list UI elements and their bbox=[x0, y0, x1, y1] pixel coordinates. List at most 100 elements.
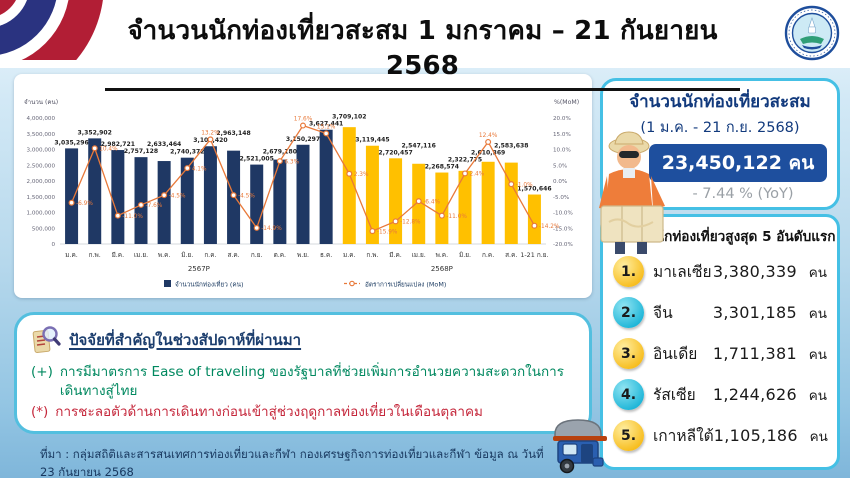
svg-text:4,000,000: 4,000,000 bbox=[27, 116, 56, 122]
svg-text:3,352,902: 3,352,902 bbox=[78, 129, 112, 136]
svg-text:-11.0%: -11.0% bbox=[122, 214, 143, 220]
total-card-title: จำนวนนักท่องเที่ยวสะสม bbox=[629, 92, 811, 112]
country-name: รัสเซีย bbox=[653, 386, 696, 404]
svg-text:-15.0%: -15.0% bbox=[553, 226, 573, 232]
svg-text:ม.ค.: ม.ค. bbox=[65, 251, 78, 259]
monthly-arrivals-chart: จำนวน (คน) %(MoM) 4,000,000 3,500,000 3,000,… bbox=[24, 99, 579, 289]
source-note: ที่มา : กลุ่มสถิติและสารสนเทศการท่องเที่… bbox=[40, 447, 544, 478]
svg-text:2,610,369: 2,610,369 bbox=[471, 150, 505, 157]
svg-text:-14.2%: -14.2% bbox=[539, 224, 560, 230]
svg-text:4.1%: 4.1% bbox=[192, 166, 207, 172]
factor-text: การชะลอตัวด้านการเดินทางก่อนเข้าสู่ช่วงฤ… bbox=[55, 403, 483, 420]
svg-text:2,583,638: 2,583,638 bbox=[494, 143, 528, 150]
svg-text:1,500,000: 1,500,000 bbox=[27, 195, 56, 201]
svg-text:2,633,464: 2,633,464 bbox=[147, 141, 181, 148]
svg-text:2,982,721: 2,982,721 bbox=[101, 141, 135, 148]
svg-text:12.4%: 12.4% bbox=[479, 133, 498, 139]
svg-text:-4.5%: -4.5% bbox=[169, 193, 186, 199]
unit-label: คน bbox=[808, 387, 827, 404]
svg-text:มิ.ย.: มิ.ย. bbox=[181, 251, 193, 259]
tourist-illustration-icon bbox=[599, 131, 665, 254]
country-value: 1,105,186 bbox=[713, 426, 798, 445]
rank-badge: 5. bbox=[613, 420, 644, 451]
svg-text:อัตราการเปลี่ยนแปลง (MoM): อัตราการเปลี่ยนแปลง (MoM) bbox=[365, 280, 446, 289]
top5-title: จำนวนนักท่องเที่ยวสูงสุด 5 อันดับแรก bbox=[613, 229, 836, 245]
svg-text:-1.0%: -1.0% bbox=[516, 182, 533, 188]
svg-text:2,521,005: 2,521,005 bbox=[240, 156, 274, 163]
country-name: อินเดีย bbox=[653, 345, 698, 363]
tuktuk-icon bbox=[553, 419, 607, 474]
svg-text:ก.พ.: ก.พ. bbox=[366, 251, 378, 259]
unit-label: คน bbox=[809, 428, 828, 445]
monthly-arrivals-chart-card: จำนวน (คน) %(MoM) 4,000,000 3,500,000 3,000,… bbox=[14, 74, 592, 298]
weekly-factors-card: ปัจจัยที่สำคัญในช่วงสัปดาห์ที่ผ่านมา (+)… bbox=[14, 312, 592, 434]
svg-text:10.4%: 10.4% bbox=[99, 146, 118, 152]
svg-text:ส.ค.: ส.ค. bbox=[227, 251, 239, 259]
svg-text:-20.0%: -20.0% bbox=[553, 242, 573, 248]
rank-badge: 2. bbox=[613, 297, 644, 328]
page-title: จำนวนนักท่องเที่ยวสะสม 1 มกราคม – 21 กัน… bbox=[105, 10, 740, 91]
ministry-seal-icon bbox=[784, 5, 840, 61]
svg-text:มี.ค.: มี.ค. bbox=[112, 251, 125, 259]
country-value: 3,301,185 bbox=[712, 303, 797, 322]
factor-text: การมีมาตรการ Ease of traveling ของรัฐบาล… bbox=[59, 364, 564, 399]
svg-text:2567P: 2567P bbox=[188, 265, 210, 273]
country-value: 3,380,339 bbox=[712, 262, 797, 281]
svg-text:3,709,102: 3,709,102 bbox=[332, 114, 366, 121]
svg-text:2,500,000: 2,500,000 bbox=[27, 163, 56, 169]
svg-text:2,679,180: 2,679,180 bbox=[263, 149, 297, 156]
svg-text:จำนวนนักท่องเที่ยว (คน): จำนวนนักท่องเที่ยว (คน) bbox=[175, 280, 243, 289]
svg-text:3,035,296: 3,035,296 bbox=[54, 139, 88, 146]
country-name: มาเลเซีย bbox=[653, 263, 712, 281]
svg-text:พ.ค.: พ.ค. bbox=[158, 251, 171, 259]
svg-text:ต.ค.: ต.ค. bbox=[274, 251, 287, 259]
svg-text:5.0%: 5.0% bbox=[553, 163, 567, 169]
svg-text:ก.พ.: ก.พ. bbox=[89, 251, 101, 259]
top5-row-russia: 4. รัสเซีย 1,244,626 คน bbox=[613, 374, 827, 415]
svg-text:20.0%: 20.0% bbox=[553, 116, 571, 122]
svg-text:2568P: 2568P bbox=[431, 265, 453, 273]
svg-text:17.6%: 17.6% bbox=[294, 117, 313, 123]
svg-text:2.3%: 2.3% bbox=[354, 172, 369, 178]
country-value: 1,711,381 bbox=[712, 344, 797, 363]
top5-countries-card: จำนวนนักท่องเที่ยวสูงสุด 5 อันดับแรก 1. … bbox=[600, 214, 840, 470]
unit-label: คน bbox=[808, 264, 827, 281]
factor-item-negative: (*) การชะลอตัวด้านการเดินทางก่อนเข้าสู่ช… bbox=[31, 403, 573, 422]
rank-badge: 3. bbox=[613, 338, 644, 369]
svg-text:%(MoM): %(MoM) bbox=[554, 99, 579, 106]
svg-text:-6.9%: -6.9% bbox=[76, 201, 93, 207]
thai-flag-ribbon-icon bbox=[0, 0, 140, 68]
rank-badge: 4. bbox=[613, 379, 644, 410]
svg-text:ก.ค.: ก.ค. bbox=[204, 251, 216, 259]
svg-text:-7.6%: -7.6% bbox=[146, 203, 163, 209]
rank-badge: 1. bbox=[613, 256, 644, 287]
svg-text:เม.ย.: เม.ย. bbox=[412, 251, 426, 259]
svg-text:ก.ค.: ก.ค. bbox=[482, 251, 494, 259]
svg-text:2,000,000: 2,000,000 bbox=[27, 179, 56, 185]
top5-row-southkorea: 5. เกาหลีใต้ 1,105,186 คน bbox=[613, 415, 828, 456]
unit-label: คน bbox=[808, 305, 827, 322]
svg-text:15.1%: 15.1% bbox=[317, 124, 336, 130]
svg-text:2,740,372: 2,740,372 bbox=[170, 149, 204, 156]
country-name: เกาหลีใต้ bbox=[653, 427, 714, 445]
total-value-banner: 23,450,122 คน bbox=[649, 144, 827, 182]
factor-item-positive: (+) การมีมาตรการ Ease of traveling ของรั… bbox=[31, 363, 573, 401]
svg-text:มิ.ย.: มิ.ย. bbox=[459, 251, 471, 259]
svg-text:มี.ค.: มี.ค. bbox=[389, 251, 402, 259]
svg-text:2,322,775: 2,322,775 bbox=[448, 157, 482, 164]
svg-text:2,757,128: 2,757,128 bbox=[124, 148, 158, 155]
svg-text:เม.ย.: เม.ย. bbox=[134, 251, 148, 259]
svg-text:2,720,457: 2,720,457 bbox=[378, 149, 412, 156]
svg-text:2,547,116: 2,547,116 bbox=[402, 142, 436, 149]
svg-text:ม.ค.: ม.ค. bbox=[343, 251, 356, 259]
svg-text:-4.5%: -4.5% bbox=[238, 193, 255, 199]
svg-text:-14.9%: -14.9% bbox=[261, 226, 282, 232]
svg-text:-11.0%: -11.0% bbox=[446, 214, 467, 220]
top5-row-malaysia: 1. มาเลเซีย 3,380,339 คน bbox=[613, 251, 827, 292]
svg-text:ส.ค.: ส.ค. bbox=[505, 251, 517, 259]
svg-text:พ.ค.: พ.ค. bbox=[436, 251, 449, 259]
svg-text:ก.ย.: ก.ย. bbox=[251, 251, 263, 259]
svg-text:3,119,445: 3,119,445 bbox=[355, 137, 389, 144]
country-value: 1,244,626 bbox=[712, 385, 797, 404]
